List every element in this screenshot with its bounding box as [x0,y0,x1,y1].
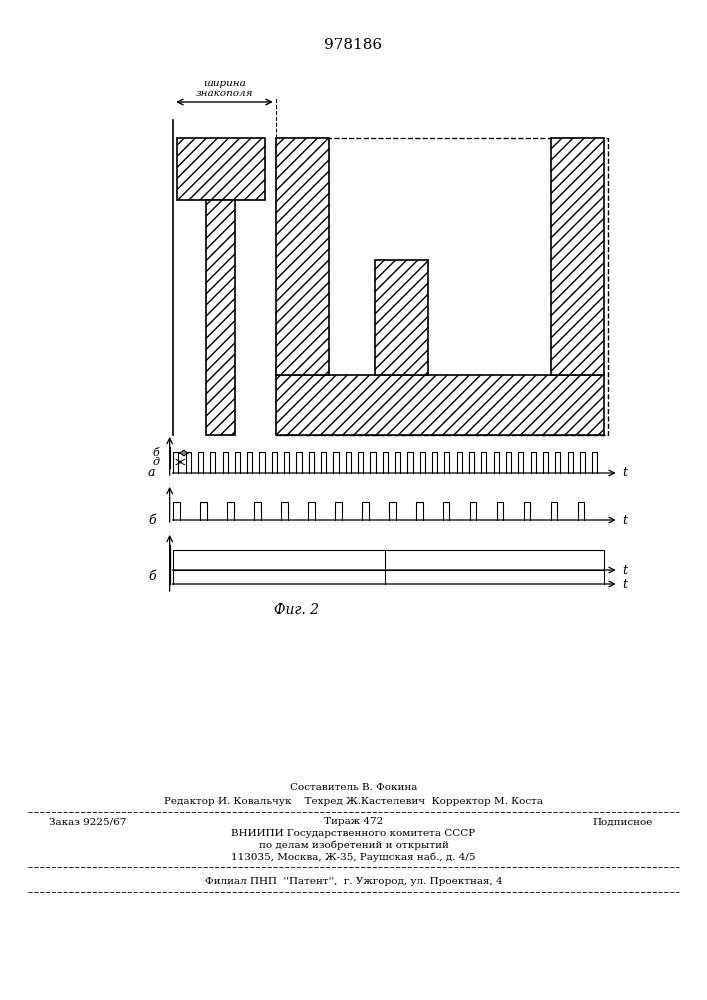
Text: по делам изобретений и открытий: по делам изобретений и открытий [259,840,448,850]
Text: Фиг. 2: Фиг. 2 [274,603,320,617]
Text: б: б [148,570,156,584]
Text: б: б [152,448,159,458]
Bar [276,138,329,375]
Text: Редактор И. Ковальчук    Техред Ж.Кастелевич  Корректор М. Коста: Редактор И. Ковальчук Техред Ж.Кастелеви… [164,798,543,806]
Bar [276,375,604,435]
Text: Тираж 472: Тираж 472 [324,818,383,826]
Text: t: t [622,564,627,576]
Text: Филиал ПНП  ''Патент'',  г. Ужгород, ул. Проектная, 4: Филиал ПНП ''Патент'', г. Ужгород, ул. П… [205,878,502,886]
Text: Заказ 9225/67: Заказ 9225/67 [49,818,127,826]
Text: Составитель В. Фокина: Составитель В. Фокина [290,784,417,792]
Text: a: a [148,466,156,480]
Text: б: б [148,514,156,526]
Text: 978186: 978186 [325,38,382,52]
Text: ВНИИПИ Государственного комитета СССР: ВНИИПИ Государственного комитета СССР [231,830,476,838]
Bar [551,138,604,375]
Text: t: t [622,578,627,590]
Text: Подписное: Подписное [592,818,653,826]
Text: ширина
знакополя: ширина знакополя [196,79,253,98]
Text: 113035, Москва, Ж-35, Раушская наб., д. 4/5: 113035, Москва, Ж-35, Раушская наб., д. … [231,852,476,862]
Text: t: t [622,514,627,526]
Bar [177,138,265,200]
Text: д: д [152,457,159,467]
Bar [276,138,608,435]
Bar [206,200,235,435]
Bar [375,260,428,375]
Text: t: t [622,466,627,480]
